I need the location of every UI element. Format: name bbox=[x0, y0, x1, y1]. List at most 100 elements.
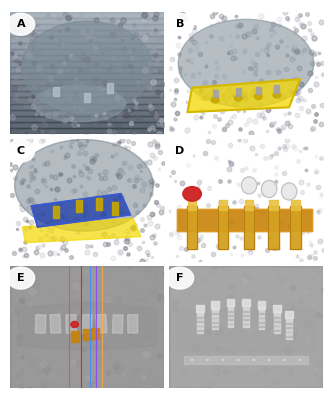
Point bbox=[102, 80, 107, 86]
Point bbox=[145, 351, 150, 357]
Point bbox=[52, 174, 57, 180]
Point bbox=[78, 144, 84, 150]
Ellipse shape bbox=[241, 177, 257, 194]
Point bbox=[14, 26, 19, 33]
Point bbox=[127, 63, 132, 69]
Point bbox=[11, 280, 16, 286]
Point bbox=[138, 168, 144, 174]
Point bbox=[211, 342, 216, 349]
Point bbox=[226, 166, 231, 172]
Point bbox=[115, 140, 121, 146]
Point bbox=[283, 280, 288, 286]
Point bbox=[273, 88, 278, 94]
Point bbox=[116, 192, 122, 198]
Point bbox=[293, 29, 298, 36]
Point bbox=[87, 308, 93, 315]
Point bbox=[21, 65, 26, 72]
Point bbox=[98, 358, 104, 364]
Point bbox=[61, 37, 67, 44]
Point bbox=[66, 177, 72, 184]
Point bbox=[49, 34, 54, 40]
Circle shape bbox=[7, 140, 35, 162]
Point bbox=[275, 44, 280, 50]
Circle shape bbox=[71, 322, 79, 328]
Point bbox=[299, 288, 304, 294]
Point bbox=[45, 49, 50, 55]
Point bbox=[23, 129, 28, 135]
Point bbox=[36, 244, 41, 250]
Point bbox=[26, 385, 31, 391]
Point bbox=[111, 254, 116, 261]
Point bbox=[248, 248, 253, 255]
Point bbox=[252, 60, 258, 67]
Point bbox=[44, 85, 49, 92]
Point bbox=[22, 21, 27, 28]
Point bbox=[140, 258, 145, 264]
Point bbox=[10, 92, 16, 98]
Point bbox=[184, 141, 190, 148]
Point bbox=[212, 275, 217, 282]
Point bbox=[57, 68, 62, 74]
Point bbox=[53, 102, 58, 109]
Point bbox=[15, 12, 20, 18]
Point bbox=[70, 356, 75, 363]
Point bbox=[92, 46, 97, 53]
Bar bbox=[212, 313, 218, 314]
Point bbox=[253, 203, 258, 210]
Point bbox=[85, 174, 90, 180]
Point bbox=[13, 33, 19, 40]
Point bbox=[298, 256, 303, 263]
Point bbox=[61, 313, 66, 320]
Bar bbox=[10, 61, 164, 67]
Point bbox=[150, 79, 156, 85]
Point bbox=[144, 14, 150, 21]
Point bbox=[24, 28, 30, 34]
Point bbox=[108, 106, 113, 113]
Point bbox=[236, 267, 242, 273]
Point bbox=[316, 268, 321, 275]
Point bbox=[74, 216, 79, 222]
Point bbox=[66, 270, 71, 277]
Point bbox=[160, 92, 165, 98]
Point bbox=[173, 76, 178, 83]
Point bbox=[152, 270, 158, 277]
Bar bbox=[188, 200, 196, 210]
Point bbox=[236, 137, 241, 143]
Point bbox=[124, 282, 129, 288]
Point bbox=[68, 253, 73, 260]
Point bbox=[220, 378, 225, 384]
Point bbox=[144, 340, 149, 346]
Point bbox=[275, 349, 280, 355]
Point bbox=[82, 150, 87, 157]
Point bbox=[30, 175, 36, 182]
Bar bbox=[10, 110, 164, 116]
Point bbox=[227, 311, 232, 318]
Point bbox=[225, 122, 230, 128]
Bar bbox=[258, 313, 265, 314]
Point bbox=[121, 102, 126, 108]
Point bbox=[156, 130, 161, 137]
Point bbox=[211, 79, 216, 85]
Point bbox=[294, 90, 299, 96]
Point bbox=[211, 123, 216, 130]
Point bbox=[48, 227, 54, 234]
Point bbox=[144, 248, 150, 255]
Point bbox=[110, 16, 115, 23]
Bar bbox=[228, 305, 233, 327]
Point bbox=[212, 9, 217, 16]
Point bbox=[218, 35, 224, 41]
Point bbox=[285, 16, 290, 23]
Point bbox=[21, 272, 26, 278]
Bar bbox=[273, 317, 280, 318]
Point bbox=[278, 332, 283, 338]
Point bbox=[67, 330, 72, 336]
Point bbox=[146, 214, 152, 220]
Point bbox=[69, 115, 74, 121]
Point bbox=[167, 124, 172, 131]
Point bbox=[248, 348, 253, 354]
Point bbox=[54, 186, 59, 193]
Point bbox=[33, 324, 39, 330]
Bar bbox=[227, 299, 234, 306]
Point bbox=[252, 362, 257, 369]
Point bbox=[289, 306, 295, 312]
